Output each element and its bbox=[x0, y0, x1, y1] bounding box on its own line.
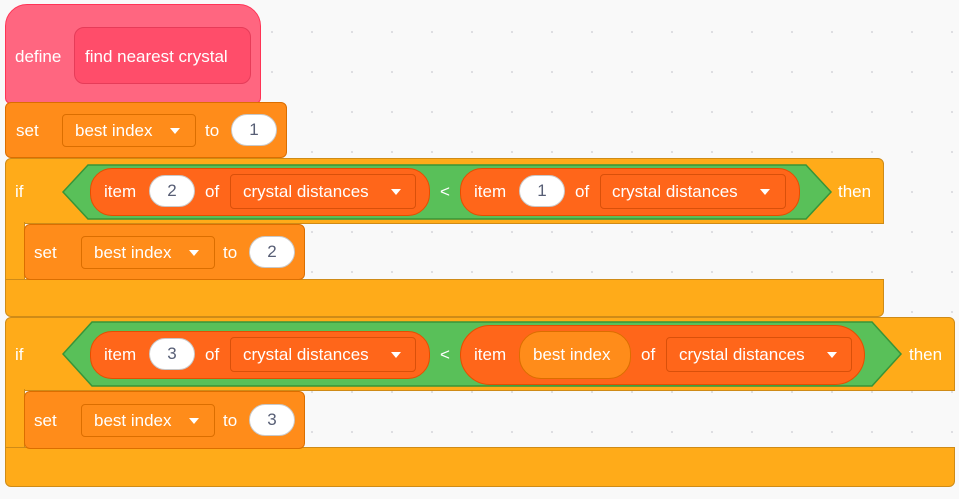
value-input[interactable]: 1 bbox=[231, 114, 277, 146]
chevron-down-icon bbox=[189, 250, 199, 256]
of-label: of bbox=[205, 345, 220, 364]
chevron-down-icon bbox=[391, 352, 401, 358]
list-dropdown-label: crystal distances bbox=[612, 182, 738, 201]
index-input[interactable]: 1 bbox=[519, 175, 565, 207]
less-than-symbol: < bbox=[440, 345, 450, 364]
index-input[interactable]: 2 bbox=[149, 175, 195, 207]
chevron-down-icon bbox=[760, 189, 770, 195]
item-label: item bbox=[104, 182, 137, 201]
to-label: to bbox=[205, 121, 220, 140]
if-block-1-arm bbox=[5, 222, 25, 282]
then-keyword: then bbox=[909, 345, 943, 364]
list-dropdown[interactable] bbox=[666, 337, 852, 372]
index-input[interactable]: 3 bbox=[149, 338, 195, 370]
if-block-2-arm bbox=[5, 389, 25, 449]
list-dropdown[interactable] bbox=[230, 174, 416, 209]
list-dropdown-label: crystal distances bbox=[679, 345, 805, 364]
value-input[interactable]: 3 bbox=[249, 404, 295, 436]
set-keyword: set bbox=[16, 121, 39, 140]
chevron-down-icon bbox=[827, 352, 837, 358]
define-keyword: define bbox=[15, 47, 62, 66]
chevron-down-icon bbox=[189, 418, 199, 424]
variable-dropdown-label: best index bbox=[94, 243, 172, 262]
custom-block-prototype[interactable] bbox=[74, 27, 251, 84]
list-dropdown[interactable] bbox=[600, 174, 786, 209]
list-dropdown[interactable] bbox=[230, 337, 416, 372]
best-index-reporter-label: best index bbox=[533, 345, 611, 364]
of-label: of bbox=[205, 182, 220, 201]
list-dropdown-label: crystal distances bbox=[243, 345, 369, 364]
then-keyword: then bbox=[838, 182, 872, 201]
item-label: item bbox=[474, 345, 507, 364]
to-label: to bbox=[223, 243, 238, 262]
of-label: of bbox=[575, 182, 590, 201]
if-block-2-bottom bbox=[5, 447, 955, 487]
variable-dropdown-label: best index bbox=[94, 411, 172, 430]
to-label: to bbox=[223, 411, 238, 430]
item-label: item bbox=[104, 345, 137, 364]
list-dropdown-label: crystal distances bbox=[243, 182, 369, 201]
item-label: item bbox=[474, 182, 507, 201]
custom-block-name: find nearest crystal bbox=[85, 47, 228, 66]
if-keyword: if bbox=[15, 182, 24, 201]
of-label: of bbox=[641, 345, 656, 364]
set-keyword: set bbox=[34, 411, 57, 430]
best-index-reporter[interactable] bbox=[519, 331, 631, 379]
if-keyword: if bbox=[15, 345, 24, 364]
chevron-down-icon bbox=[170, 128, 180, 134]
if-block-1-bottom bbox=[5, 279, 884, 317]
value-input[interactable]: 2 bbox=[249, 236, 295, 268]
set-keyword: set bbox=[34, 243, 57, 262]
less-than-symbol: < bbox=[440, 182, 450, 201]
variable-dropdown-label: best index bbox=[75, 121, 153, 140]
chevron-down-icon bbox=[391, 189, 401, 195]
